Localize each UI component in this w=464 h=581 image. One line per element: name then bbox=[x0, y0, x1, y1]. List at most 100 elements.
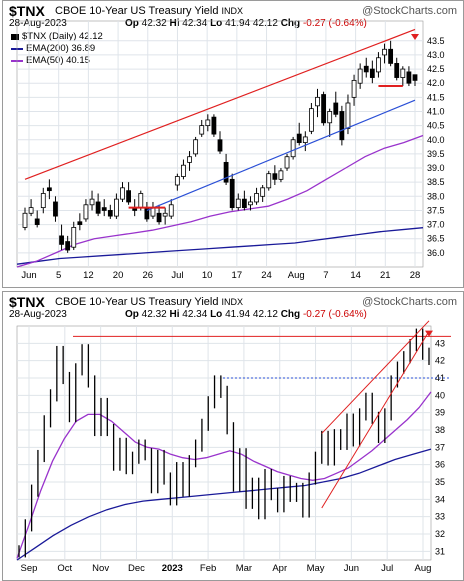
open-label: Op bbox=[125, 309, 139, 320]
x-tick-label: 24 bbox=[261, 270, 272, 281]
candle-body bbox=[46, 187, 52, 192]
x-tick-label: 21 bbox=[380, 270, 391, 281]
x-tick-label: Oct bbox=[57, 563, 72, 574]
candle-body bbox=[77, 221, 83, 225]
candle-body bbox=[156, 212, 162, 223]
candle-body bbox=[114, 198, 119, 217]
chart-header: $TNX CBOE 10-Year US Treasury Yield INDX… bbox=[3, 292, 463, 332]
y-tick-label: 38 bbox=[435, 425, 445, 435]
change-label: Chg bbox=[280, 18, 301, 29]
candle-body bbox=[406, 71, 412, 84]
low-value: 41.94 bbox=[225, 309, 251, 320]
ema200-line bbox=[16, 227, 424, 265]
candle-body bbox=[357, 68, 363, 84]
candle-body bbox=[241, 198, 247, 209]
candle-body bbox=[382, 48, 387, 56]
candle-body bbox=[174, 176, 180, 186]
high-value: 42.34 bbox=[182, 309, 208, 320]
ticker-symbol: $TNX bbox=[9, 3, 45, 19]
candle-body bbox=[187, 156, 192, 163]
x-tick-label: Jul bbox=[381, 563, 393, 574]
plot-area bbox=[16, 20, 424, 268]
candle-body bbox=[376, 57, 381, 73]
exchange-label: INDX bbox=[221, 297, 244, 307]
y-tick-label: 42.0 bbox=[427, 78, 445, 88]
x-tick-label: Mar bbox=[236, 563, 252, 574]
candle-body bbox=[59, 235, 64, 245]
x-tick-label: Apr bbox=[272, 563, 287, 574]
candle-body bbox=[211, 116, 217, 135]
y-tick-label: 41.0 bbox=[427, 106, 445, 116]
high-label: Hi bbox=[169, 309, 180, 320]
candle-body bbox=[296, 133, 302, 143]
change-value: -0.27 (-0.64%) bbox=[302, 18, 367, 29]
y-tick-label: 43 bbox=[435, 338, 445, 348]
instrument-name: CBOE 10-Year US Treasury Yield INDX bbox=[55, 296, 243, 308]
ema50-line bbox=[16, 134, 424, 268]
bottom-chart-panel: $TNX CBOE 10-Year US Treasury Yield INDX… bbox=[2, 291, 464, 581]
y-tick-label: 43.0 bbox=[427, 50, 445, 60]
candle-body bbox=[168, 204, 174, 217]
chart-header: $TNX CBOE 10-Year US Treasury Yield INDX… bbox=[3, 1, 463, 66]
x-tick-label: Aug bbox=[415, 563, 432, 574]
candle-body bbox=[284, 156, 290, 169]
y-tick-label: 36.0 bbox=[427, 248, 445, 258]
candle-body bbox=[217, 139, 223, 152]
candle-body bbox=[95, 201, 101, 214]
candle-body bbox=[107, 210, 113, 217]
x-tick-label: Nov bbox=[92, 563, 109, 574]
low-label: Lo bbox=[210, 309, 223, 320]
exchange-label: INDX bbox=[221, 6, 244, 16]
x-tick-label: 17 bbox=[232, 270, 243, 281]
y-tick-label: 37.0 bbox=[427, 220, 445, 230]
ticker-symbol: $TNX bbox=[9, 294, 45, 310]
x-tick-label: Aug bbox=[288, 270, 305, 281]
instrument-name-text: CBOE 10-Year US Treasury Yield bbox=[55, 296, 219, 308]
y-tick-label: 40.5 bbox=[427, 121, 445, 131]
y-tick-label: 42 bbox=[435, 356, 445, 366]
candle-body bbox=[339, 111, 345, 141]
candle-body bbox=[205, 119, 211, 127]
x-tick-label: May bbox=[307, 563, 325, 574]
x-tick-label: Jun bbox=[344, 563, 359, 574]
candle-body bbox=[327, 111, 333, 124]
y-tick-label: 41.5 bbox=[427, 92, 445, 102]
x-tick-label: 7 bbox=[323, 270, 328, 281]
top-candlestick-chart: 36.0 36.5 37.0 37.5 38.0 38.5 39.0 39.5 40.0 40.5… bbox=[16, 20, 445, 281]
y-tick-label: 37 bbox=[435, 442, 445, 452]
y-tick-label: 32 bbox=[435, 529, 445, 539]
candle-body bbox=[388, 48, 394, 64]
x-tick-label: Jul bbox=[171, 270, 183, 281]
candle-body bbox=[65, 241, 71, 251]
x-tick-label: 5 bbox=[56, 270, 61, 281]
x-tick-label: Jun bbox=[21, 270, 36, 281]
ema50-line bbox=[16, 391, 432, 559]
candle-body bbox=[302, 136, 308, 143]
candle-body bbox=[22, 212, 28, 228]
last-price-marker bbox=[425, 330, 433, 337]
candle-body bbox=[272, 173, 278, 180]
change-value: -0.27 (-0.64%) bbox=[302, 309, 367, 320]
y-tick-label: 42.5 bbox=[427, 64, 445, 74]
candle-body bbox=[309, 108, 314, 132]
channel-line bbox=[321, 330, 430, 509]
candle-body bbox=[369, 68, 375, 78]
y-tick-label: 31 bbox=[435, 546, 445, 556]
quote-date: 28-Aug-2023 bbox=[9, 18, 67, 29]
candle-body bbox=[254, 193, 259, 203]
candle-body bbox=[345, 102, 351, 129]
candle-body bbox=[101, 207, 107, 211]
ema200-line bbox=[16, 448, 432, 561]
close-value: 42.12 bbox=[252, 309, 278, 320]
candle-body bbox=[28, 207, 34, 214]
legend-label-ema50: EMA(50) 40.15 bbox=[26, 55, 90, 66]
candle-body bbox=[290, 139, 296, 158]
candle-body bbox=[181, 164, 186, 177]
top-chart-panel: $TNX CBOE 10-Year US Treasury Yield INDX… bbox=[2, 0, 464, 288]
open-value: 42.32 bbox=[141, 18, 167, 29]
candle-body bbox=[400, 68, 406, 78]
candle-body bbox=[34, 218, 40, 225]
candle-body bbox=[315, 96, 320, 107]
y-tick-label: 39.0 bbox=[427, 163, 445, 173]
high-label: Hi bbox=[169, 18, 180, 29]
